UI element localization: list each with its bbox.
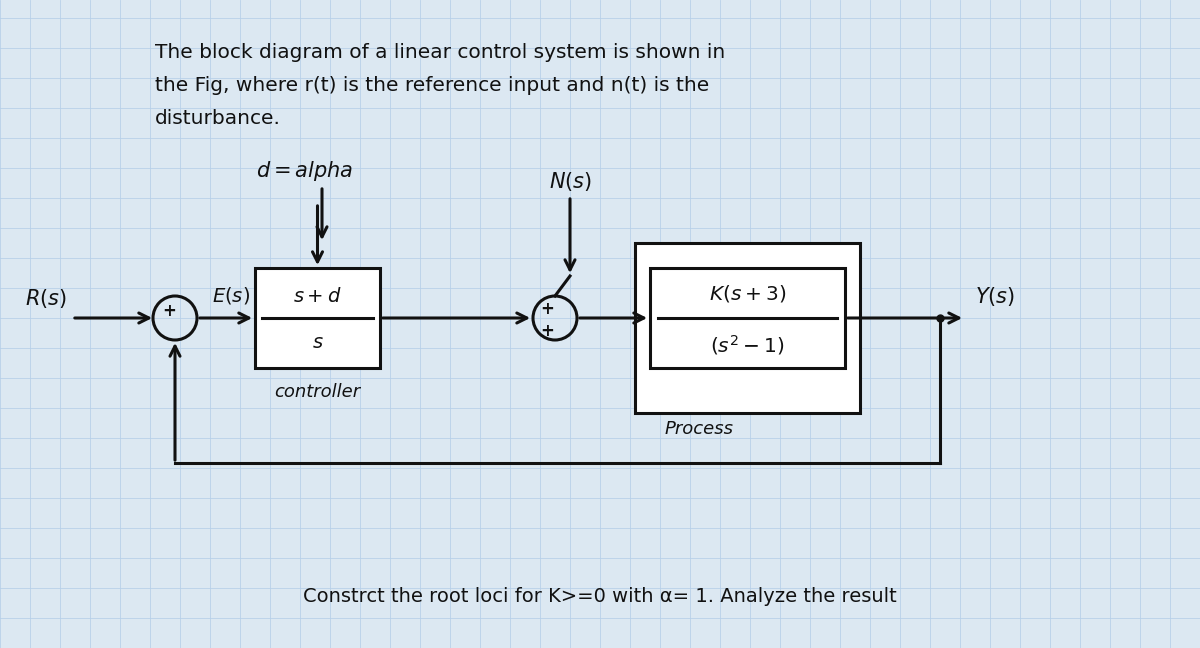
Text: the Fig, where r(t) is the reference input and n(t) is the: the Fig, where r(t) is the reference inp… <box>155 76 709 95</box>
Text: +: + <box>540 300 554 318</box>
Text: $s+d$: $s+d$ <box>293 286 342 305</box>
Text: $N(s)$: $N(s)$ <box>548 170 592 193</box>
Text: $(s^2-1)$: $(s^2-1)$ <box>710 333 785 357</box>
Text: $R(s)$: $R(s)$ <box>25 287 67 310</box>
Text: Constrct the root loci for K>=0 with α= 1. Analyze the result: Constrct the root loci for K>=0 with α= … <box>304 586 896 605</box>
Bar <box>635 243 860 413</box>
Bar <box>650 268 845 368</box>
Bar <box>254 268 380 368</box>
Text: Process: Process <box>665 420 734 438</box>
Text: $K(s+3)$: $K(s+3)$ <box>709 284 786 305</box>
Text: $s$: $s$ <box>312 332 323 351</box>
Text: $d=alpha$: $d=alpha$ <box>257 159 354 183</box>
Text: controller: controller <box>275 383 360 401</box>
Text: +: + <box>162 302 176 320</box>
Text: disturbance.: disturbance. <box>155 109 281 128</box>
Text: $E(s)$: $E(s)$ <box>212 285 250 306</box>
Text: The block diagram of a linear control system is shown in: The block diagram of a linear control sy… <box>155 43 725 62</box>
Text: +: + <box>540 322 554 340</box>
Text: $Y(s)$: $Y(s)$ <box>974 285 1015 308</box>
